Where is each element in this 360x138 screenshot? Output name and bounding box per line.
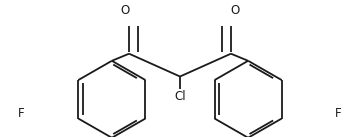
Text: Cl: Cl [174, 90, 186, 103]
Text: F: F [335, 107, 342, 120]
Text: O: O [121, 4, 130, 17]
Text: O: O [230, 4, 239, 17]
Text: F: F [18, 107, 25, 120]
